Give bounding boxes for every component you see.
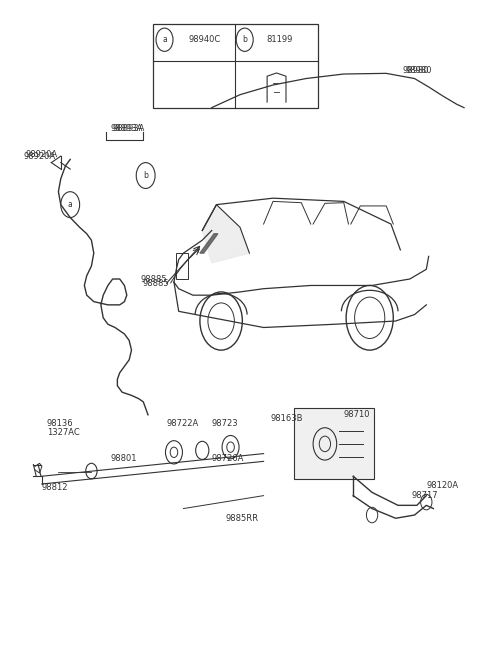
Text: b: b [143, 171, 148, 180]
Text: a: a [68, 200, 72, 209]
Text: 98885: 98885 [141, 274, 168, 284]
Text: a: a [162, 35, 167, 45]
Text: 98722A: 98722A [167, 419, 199, 428]
Text: b: b [242, 35, 247, 45]
Text: 98723: 98723 [212, 419, 239, 428]
Text: 98120A: 98120A [426, 481, 458, 491]
Text: 98717: 98717 [411, 491, 438, 500]
Text: 98980: 98980 [405, 66, 432, 75]
Text: 1327AC: 1327AC [47, 428, 79, 438]
FancyBboxPatch shape [294, 408, 374, 479]
Polygon shape [202, 204, 250, 263]
Text: 98940C: 98940C [188, 35, 220, 45]
Text: 98920A: 98920A [23, 152, 55, 160]
Text: 98710: 98710 [344, 410, 370, 419]
Text: 98136: 98136 [47, 419, 73, 428]
FancyBboxPatch shape [153, 24, 318, 107]
Text: 98163B: 98163B [271, 413, 303, 422]
Text: 98885: 98885 [143, 279, 169, 288]
Text: 98893A: 98893A [110, 124, 143, 133]
Text: 98920A: 98920A [25, 151, 58, 159]
Text: 98893A: 98893A [113, 124, 145, 133]
Text: 98980: 98980 [403, 66, 429, 75]
Text: 81199: 81199 [266, 35, 292, 45]
Text: 98812: 98812 [42, 483, 69, 492]
Text: 9885RR: 9885RR [226, 514, 259, 523]
Text: 98801: 98801 [110, 455, 137, 463]
Text: 98726A: 98726A [212, 454, 244, 462]
FancyBboxPatch shape [176, 253, 188, 279]
Polygon shape [200, 234, 218, 253]
